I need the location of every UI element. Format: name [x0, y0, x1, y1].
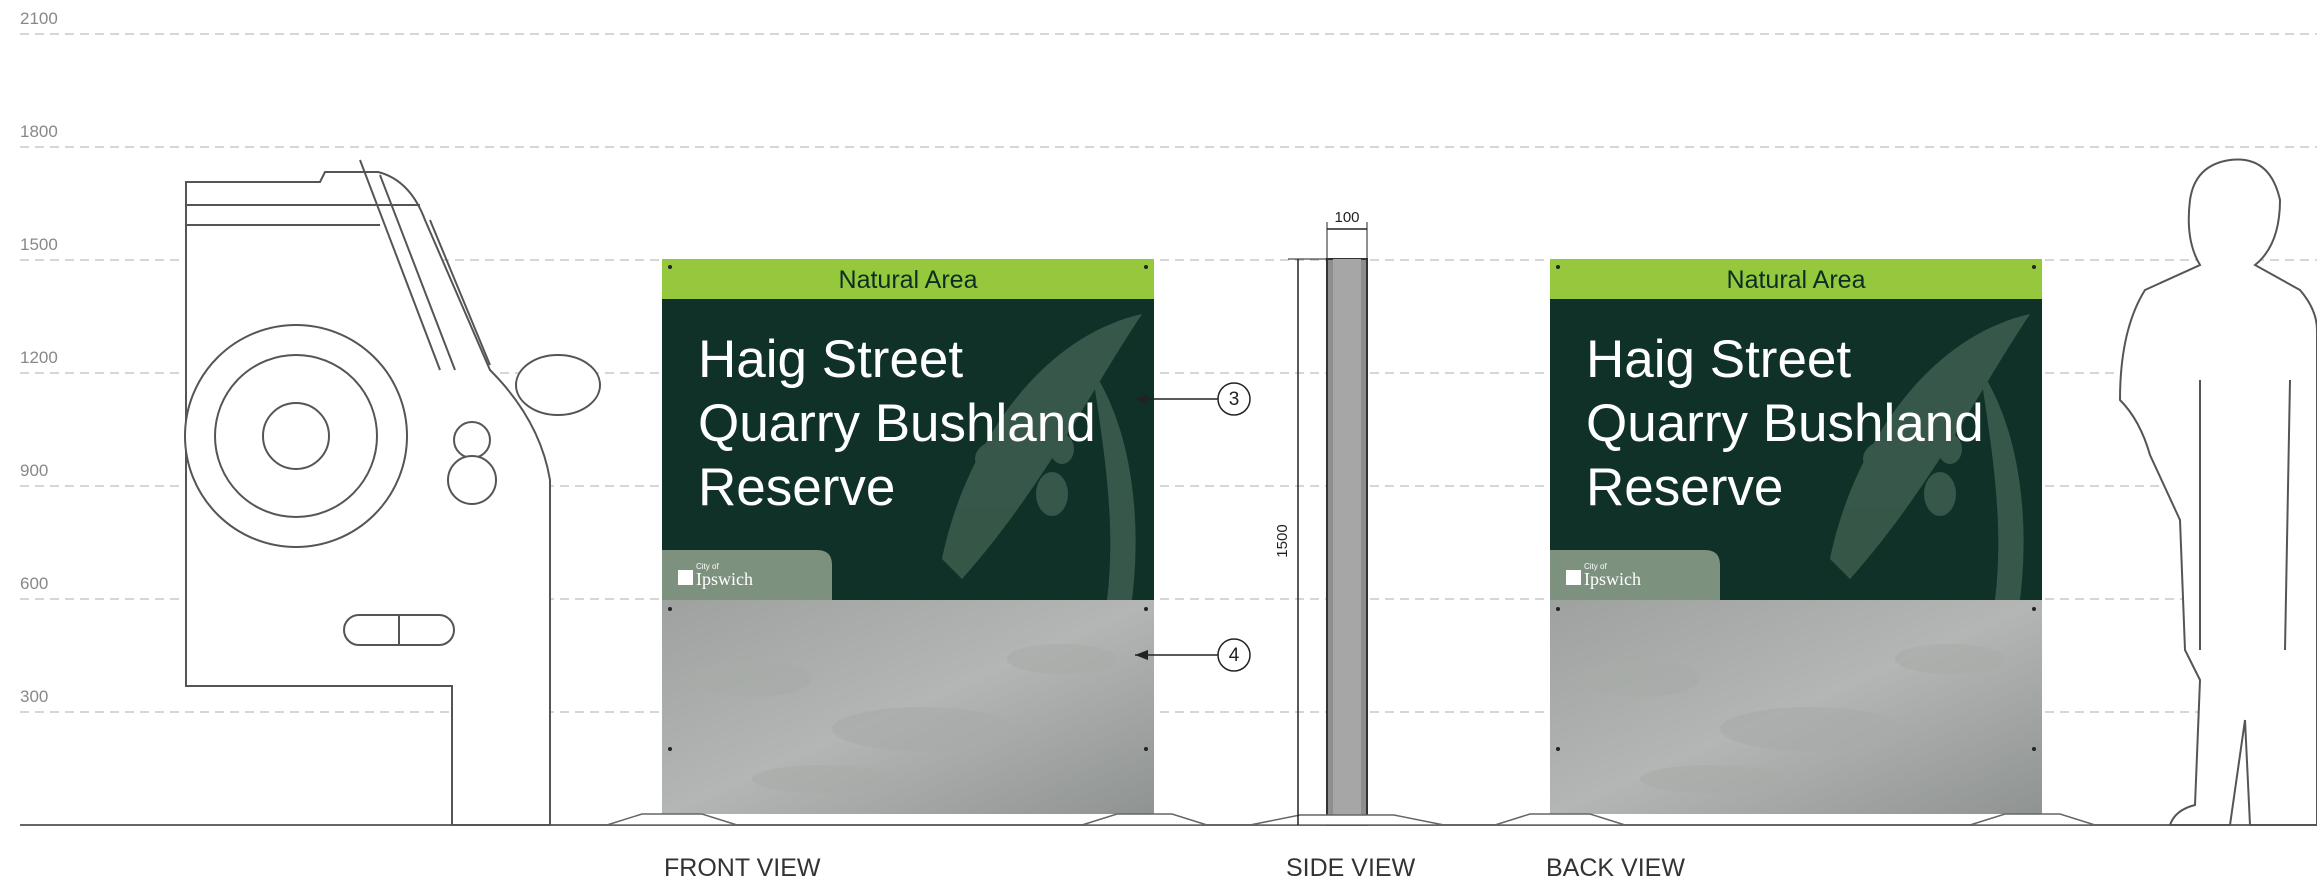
- sign-title: Quarry Bushland: [1586, 394, 1984, 453]
- dimension-width: 100: [1334, 209, 1359, 226]
- height-label: 1800: [20, 122, 58, 141]
- sign-title: Haig Street: [1586, 330, 1851, 389]
- logo-name: Ipswich: [696, 569, 753, 589]
- height-label: 1500: [20, 235, 58, 254]
- height-label: 2100: [20, 9, 58, 28]
- callout: 4: [1229, 645, 1240, 666]
- height-label: 600: [20, 574, 48, 593]
- view-label: FRONT VIEW: [664, 854, 821, 882]
- logo-icon: [678, 570, 693, 585]
- height-label: 900: [20, 461, 48, 480]
- logo-name: Ipswich: [1584, 569, 1641, 589]
- sign-header: Natural Area: [839, 266, 978, 294]
- height-label: 1200: [20, 348, 58, 367]
- height-label: 300: [20, 687, 48, 706]
- sign-title: Haig Street: [698, 330, 963, 389]
- logo-icon: [1566, 570, 1581, 585]
- sign-title: Reserve: [1586, 458, 1783, 517]
- view-label: SIDE VIEW: [1286, 854, 1416, 882]
- callout: 3: [1229, 389, 1240, 410]
- drawing: 2100 1800 1500 1200 900 600 300 Natural Area Ha…: [0, 0, 2317, 882]
- side-view: 100 1500: [1250, 209, 1444, 825]
- view-label: BACK VIEW: [1546, 854, 1685, 882]
- sign-title: Quarry Bushland: [698, 394, 1096, 453]
- sign-title: Reserve: [698, 458, 895, 517]
- sign-header: Natural Area: [1727, 266, 1866, 294]
- dimension-height: 1500: [1274, 524, 1291, 557]
